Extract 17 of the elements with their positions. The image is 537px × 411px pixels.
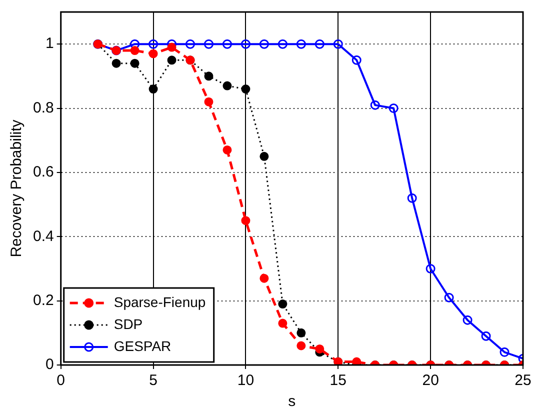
- y-tick-label: 0.6: [32, 164, 54, 181]
- x-axis-title: s: [288, 393, 296, 410]
- legend-label: GESPAR: [114, 338, 172, 354]
- y-tick-label: 0: [46, 356, 54, 374]
- legend-label: SDP: [114, 316, 143, 332]
- y-tick-label: 0.4: [32, 228, 54, 245]
- x-tick-label: 10: [237, 372, 254, 390]
- x-tick-label: 0: [56, 372, 66, 390]
- y-tick-label: 0.8: [32, 99, 54, 116]
- x-tick-label: 15: [330, 372, 346, 390]
- legend-label: Sparse-Fienup: [114, 294, 206, 310]
- x-tick-label: 20: [422, 372, 439, 390]
- y-tick-label: 1: [46, 35, 54, 52]
- y-axis-title: Recovery Probability: [8, 119, 26, 258]
- x-tick-label: 25: [514, 372, 532, 390]
- y-tick-label: 0.2: [32, 292, 54, 309]
- x-tick-label: 5: [149, 372, 158, 390]
